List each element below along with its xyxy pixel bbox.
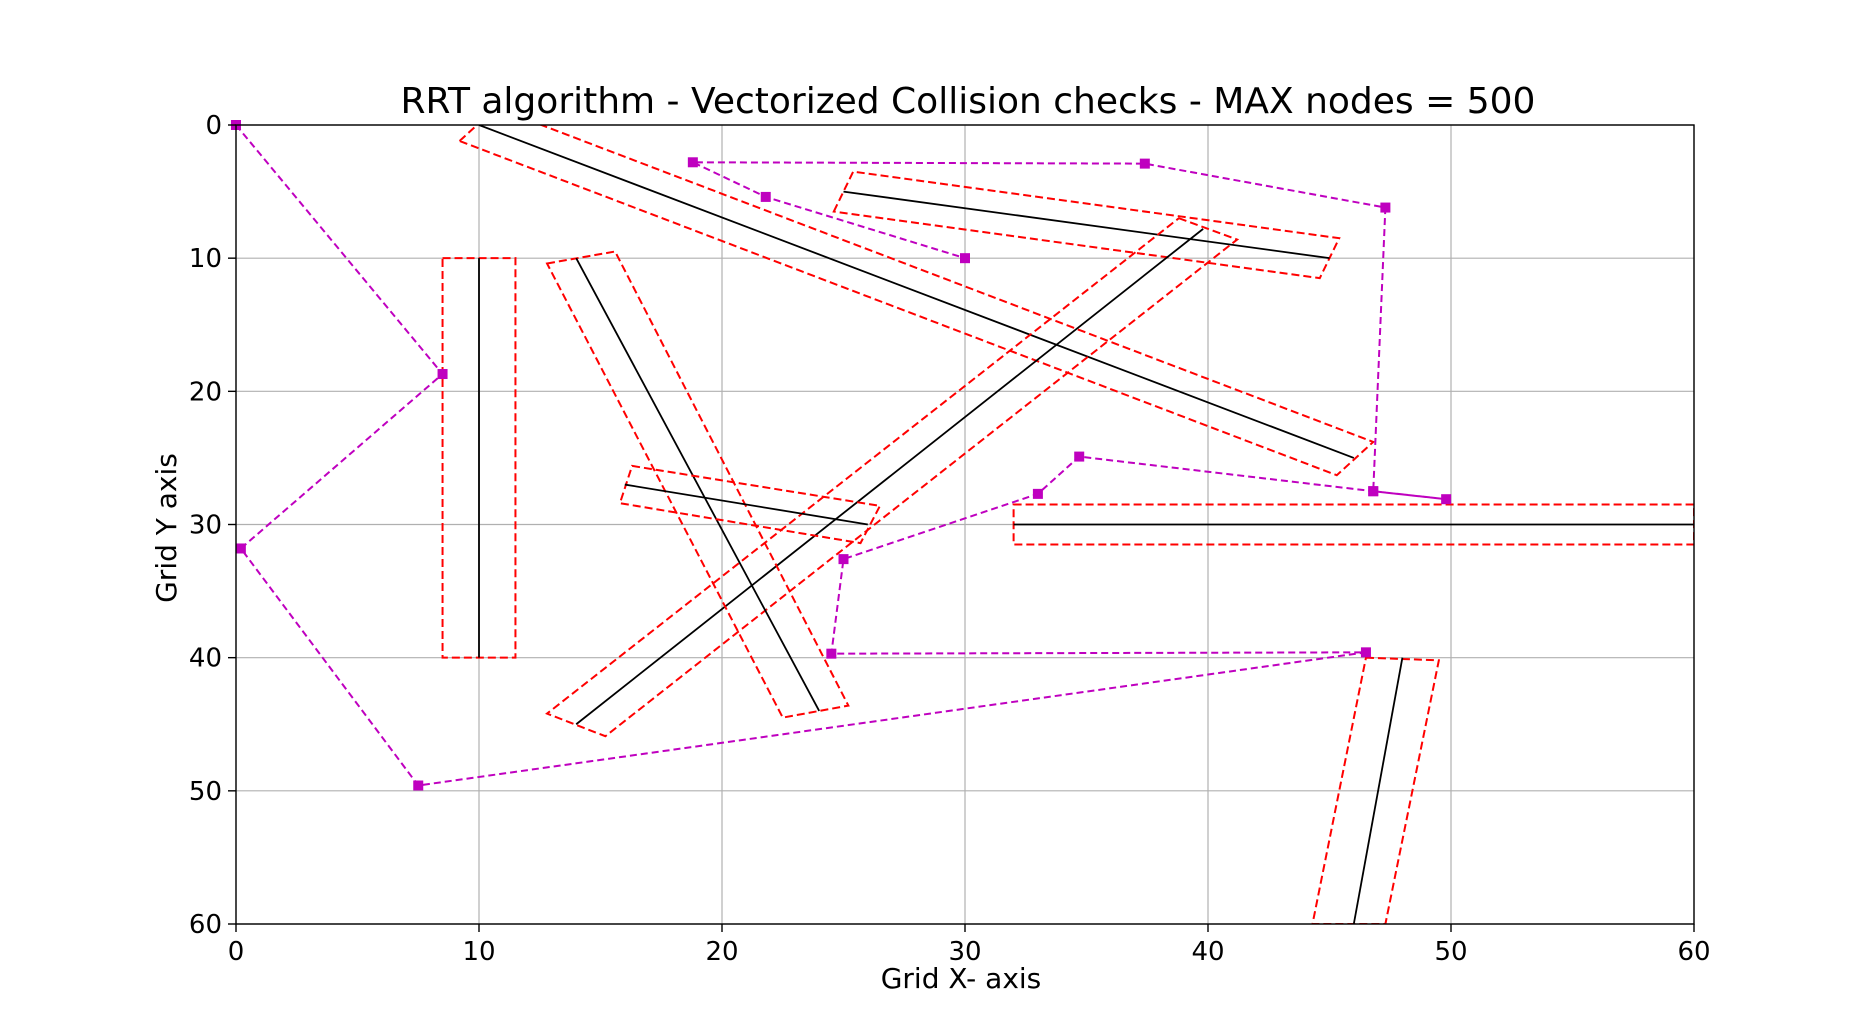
rrt-path-line <box>235 124 1447 787</box>
rrt-node-marker <box>760 191 771 202</box>
y-tick-label: 30 <box>189 511 222 541</box>
x-tick-label: 60 <box>1677 937 1710 967</box>
y-axis-ticks: 0 10 20 30 40 50 60 <box>189 111 236 940</box>
y-tick-label: 10 <box>189 244 222 274</box>
obstacle-segment <box>575 257 820 712</box>
rrt-node-marker <box>960 253 970 264</box>
obstacle-segment <box>843 190 1330 260</box>
y-tick-label: 0 <box>205 111 222 141</box>
x-axis-ticks: 0 10 20 30 40 50 60 <box>228 924 1711 967</box>
obstacle-segment <box>1352 657 1404 924</box>
rrt-node-marker <box>1368 486 1379 497</box>
obstacle-boundary <box>457 125 1376 477</box>
obstacle-boundary <box>441 257 517 659</box>
y-tick-label: 20 <box>189 377 222 407</box>
obstacle-boundary <box>545 250 850 719</box>
rrt-node-marker <box>838 554 849 565</box>
rrt-node-marker <box>413 780 424 791</box>
rrt-path-layer <box>231 120 1452 791</box>
y-tick-label: 60 <box>189 910 222 940</box>
rrt-node-marker <box>1074 451 1085 462</box>
x-axis-label: Grid X- axis <box>881 962 1042 995</box>
y-axis-label: Grid Y axis <box>150 453 183 603</box>
y-tick-label: 40 <box>189 644 222 674</box>
obstacle-segment <box>624 483 868 526</box>
y-tick-label: 50 <box>189 777 222 807</box>
x-tick-label: 20 <box>705 937 738 967</box>
rrt-node-marker <box>826 648 837 659</box>
rrt-node-marker <box>687 157 698 168</box>
obstacle-boundary <box>618 464 882 545</box>
obstacle-boundary <box>832 170 1341 280</box>
rrt-node-marker <box>1380 202 1391 213</box>
x-tick-label: 10 <box>462 937 495 967</box>
x-tick-label: 40 <box>1191 937 1224 967</box>
rrt-node-marker <box>437 369 448 380</box>
obstacle-segment <box>478 125 1355 459</box>
x-tick-label: 50 <box>1434 937 1467 967</box>
x-tick-label: 0 <box>228 937 245 967</box>
rrt-node-marker <box>1032 488 1043 499</box>
rrt-node-marker <box>1360 647 1371 658</box>
obstacles-layer <box>441 125 1694 924</box>
rrt-node-marker <box>1139 158 1150 169</box>
obstacle-boundary <box>1311 656 1441 924</box>
rrt-node-marker <box>235 543 246 554</box>
rrt-node-marker <box>1441 494 1452 505</box>
x-tick-label: 30 <box>948 937 981 967</box>
obstacle-boundary <box>545 217 1240 738</box>
obstacle-segment <box>575 228 1204 725</box>
chart-title: RRT algorithm - Vectorized Collision che… <box>401 81 1536 122</box>
